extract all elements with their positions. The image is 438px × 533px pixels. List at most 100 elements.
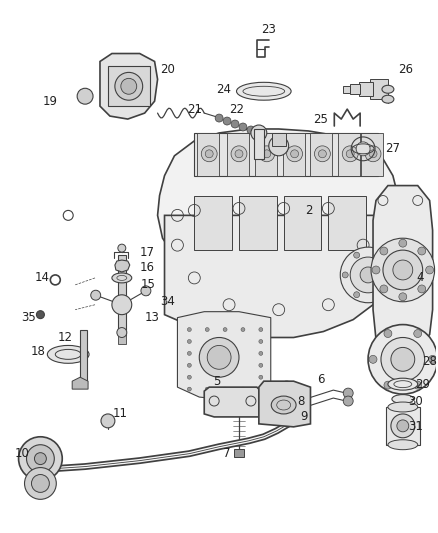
Circle shape (115, 72, 143, 100)
Circle shape (35, 453, 46, 465)
Circle shape (205, 387, 209, 391)
Bar (338, 133, 360, 176)
Circle shape (231, 146, 247, 161)
Circle shape (369, 150, 377, 158)
Bar (80, 329, 87, 384)
Bar (118, 255, 126, 335)
Bar (118, 329, 126, 344)
Circle shape (187, 364, 191, 367)
Text: 22: 22 (230, 103, 244, 116)
Polygon shape (204, 387, 261, 417)
Ellipse shape (382, 85, 394, 93)
Text: 16: 16 (140, 262, 155, 274)
Circle shape (418, 247, 426, 255)
Polygon shape (177, 312, 271, 401)
Bar (254, 129, 264, 159)
Text: 9: 9 (300, 410, 307, 423)
Ellipse shape (271, 396, 296, 414)
Bar (386, 407, 420, 445)
Circle shape (205, 328, 209, 332)
Circle shape (259, 387, 263, 391)
Circle shape (391, 348, 415, 372)
Text: 7: 7 (223, 447, 231, 460)
Text: 28: 28 (422, 355, 437, 368)
Circle shape (399, 293, 407, 301)
Text: 31: 31 (408, 421, 423, 433)
Circle shape (259, 375, 263, 379)
Ellipse shape (388, 378, 418, 390)
Circle shape (205, 150, 213, 158)
Circle shape (25, 467, 57, 499)
Bar (370, 79, 388, 99)
Circle shape (343, 388, 353, 398)
Circle shape (429, 356, 437, 364)
Polygon shape (115, 260, 130, 272)
Text: 10: 10 (15, 447, 30, 460)
Circle shape (342, 146, 358, 161)
Text: 12: 12 (58, 331, 73, 344)
Circle shape (247, 126, 255, 134)
Polygon shape (259, 381, 311, 427)
Circle shape (353, 252, 360, 258)
Circle shape (360, 267, 376, 283)
Circle shape (223, 328, 227, 332)
Polygon shape (158, 129, 398, 321)
Text: 35: 35 (21, 311, 36, 324)
Circle shape (372, 266, 380, 274)
Circle shape (241, 328, 245, 332)
Bar (197, 133, 219, 176)
Text: 15: 15 (140, 278, 155, 292)
Circle shape (259, 328, 263, 332)
Bar (284, 196, 321, 250)
Circle shape (199, 337, 239, 377)
Circle shape (101, 414, 115, 428)
Polygon shape (165, 215, 388, 337)
Ellipse shape (388, 440, 418, 450)
Circle shape (231, 120, 239, 128)
Circle shape (418, 285, 426, 293)
Circle shape (32, 474, 49, 492)
Circle shape (342, 272, 348, 278)
Text: 5: 5 (213, 375, 221, 387)
Circle shape (207, 345, 231, 369)
Circle shape (286, 146, 303, 161)
Circle shape (251, 125, 267, 141)
Circle shape (263, 150, 271, 158)
Text: 20: 20 (160, 63, 175, 76)
Circle shape (381, 337, 425, 381)
Bar (328, 196, 366, 250)
Circle shape (187, 340, 191, 343)
Circle shape (241, 387, 245, 391)
Text: 18: 18 (31, 345, 46, 358)
Circle shape (215, 114, 223, 122)
Text: 21: 21 (187, 103, 202, 116)
Text: 30: 30 (408, 394, 423, 408)
Text: 25: 25 (313, 112, 328, 126)
Text: 13: 13 (144, 311, 159, 324)
Circle shape (269, 136, 289, 156)
Polygon shape (373, 185, 433, 354)
Circle shape (377, 252, 382, 258)
Circle shape (117, 328, 127, 337)
Bar (234, 449, 244, 457)
Circle shape (18, 437, 62, 480)
Circle shape (318, 150, 326, 158)
Ellipse shape (237, 82, 291, 100)
Text: 2: 2 (305, 204, 312, 217)
Circle shape (91, 290, 101, 300)
Circle shape (118, 244, 126, 252)
Circle shape (235, 150, 243, 158)
Bar (255, 133, 277, 176)
Text: 23: 23 (261, 23, 276, 36)
Circle shape (36, 311, 44, 319)
Circle shape (201, 146, 217, 161)
Polygon shape (100, 53, 158, 119)
Bar (239, 196, 277, 250)
Circle shape (380, 285, 388, 293)
Circle shape (414, 329, 422, 337)
Circle shape (391, 414, 415, 438)
Circle shape (223, 387, 227, 391)
Circle shape (397, 420, 409, 432)
Circle shape (112, 295, 132, 314)
Circle shape (368, 325, 438, 394)
